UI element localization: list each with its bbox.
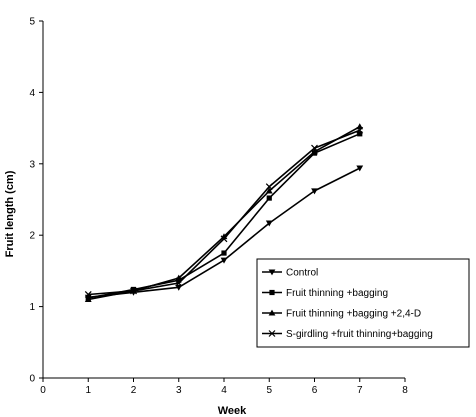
series-1-point bbox=[220, 257, 228, 264]
x-tick-label: 0 bbox=[40, 385, 46, 396]
series-1-point bbox=[356, 165, 364, 172]
legend-marker bbox=[268, 269, 276, 276]
legend-marker bbox=[268, 330, 276, 337]
legend-marker bbox=[269, 289, 275, 296]
x-tick-label: 8 bbox=[402, 385, 408, 396]
x-tick-label: 3 bbox=[176, 385, 182, 396]
legend-box bbox=[256, 258, 470, 348]
series-2-point bbox=[266, 195, 272, 201]
y-tick-label: 4 bbox=[29, 88, 35, 99]
series-markers bbox=[84, 123, 364, 303]
legend-marker bbox=[268, 309, 276, 316]
y-tick-label: 3 bbox=[29, 159, 35, 170]
x-tick-label: 7 bbox=[357, 385, 363, 396]
series-2-point bbox=[221, 250, 227, 256]
x-tick-label: 5 bbox=[266, 385, 272, 396]
y-tick-label: 1 bbox=[29, 302, 35, 313]
axes: 0 1 2 3 4 5 0 1 2 3 4 5 6 7 8 bbox=[29, 17, 408, 397]
series-4-point bbox=[265, 183, 273, 191]
series-3-point bbox=[175, 274, 183, 281]
y-tick-label: 5 bbox=[29, 17, 35, 28]
series-1-point bbox=[311, 188, 318, 195]
x-axis-title: Week bbox=[218, 405, 247, 417]
y-tick-label: 2 bbox=[29, 231, 35, 242]
series-1-point bbox=[265, 220, 273, 227]
series-4-point bbox=[356, 126, 364, 134]
legend-label: Fruit thinning +bagging bbox=[286, 288, 388, 299]
series-3-point bbox=[311, 148, 318, 155]
legend-label: S-girdling +fruit thinning+bagging bbox=[286, 329, 433, 340]
x-tick-label: 4 bbox=[221, 385, 227, 396]
series-4-point bbox=[175, 279, 183, 287]
legend-label: Fruit thinning +bagging +2,4-D bbox=[286, 309, 421, 320]
series-4-point bbox=[311, 144, 318, 152]
y-tick-label: 0 bbox=[29, 374, 35, 385]
legend-label: Control bbox=[286, 268, 318, 279]
series-2-point bbox=[357, 131, 363, 137]
series-1-point bbox=[175, 284, 183, 291]
legend: Control Fruit thinning +bagging Fruit thin… bbox=[256, 258, 470, 348]
x-tick-label: 2 bbox=[131, 385, 137, 396]
y-axis-title: Fruit length (cm) bbox=[4, 170, 16, 257]
series-4-point bbox=[84, 291, 92, 298]
x-tick-label: 6 bbox=[312, 385, 318, 396]
series-3-point bbox=[84, 296, 92, 303]
x-tick-label: 1 bbox=[85, 385, 91, 396]
series-4-point bbox=[220, 235, 228, 243]
series-4-point bbox=[130, 287, 137, 295]
series-3-point bbox=[265, 187, 273, 194]
